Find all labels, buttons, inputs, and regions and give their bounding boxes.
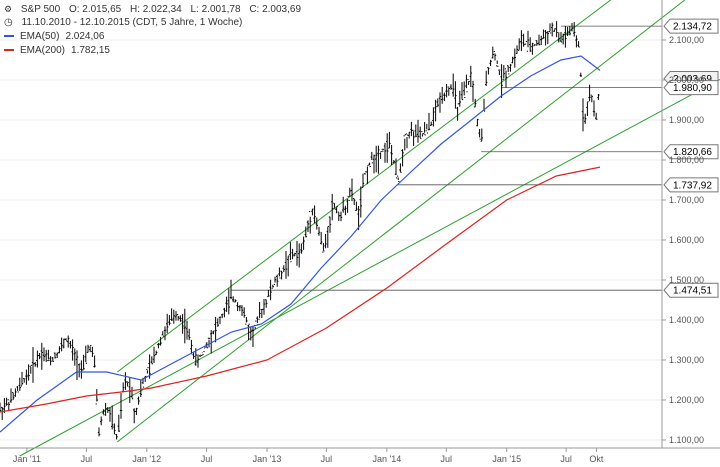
x-tick-label: Jan '12 bbox=[132, 454, 161, 464]
x-tick-label: Jul bbox=[201, 454, 213, 464]
level-box: 1.737,92 bbox=[663, 177, 719, 193]
level-box: 2.134,72 bbox=[663, 18, 719, 34]
x-tick-label: Jan '14 bbox=[372, 454, 401, 464]
ema200-value: 1.782,15 bbox=[71, 45, 110, 56]
ema50-swatch bbox=[4, 35, 14, 38]
quote-header: ⚙ S&P 500 O: 2.015,65 H: 2.022,34 L: 2.0… bbox=[4, 3, 307, 16]
x-axis: Jan '11 Jul Jan '12 Jul Jan '13 Jul Jan '14 Jul… bbox=[0, 447, 720, 464]
high-value: H: 2.022,34 bbox=[129, 4, 182, 15]
level-label: 1.820,66 bbox=[673, 147, 712, 158]
y-tick-label: 1.100,00 bbox=[669, 435, 704, 445]
x-tick-label: Jul bbox=[441, 454, 453, 464]
level-box: 1.474,51 bbox=[663, 282, 719, 298]
level-label: 1.980,90 bbox=[673, 83, 712, 94]
trendline-lower-channel bbox=[116, 0, 686, 443]
level-box-shape bbox=[663, 282, 719, 298]
ema200-swatch bbox=[4, 49, 14, 52]
legend-ema50: EMA(50) 2.024,06 bbox=[4, 31, 110, 43]
x-tick-label: Jan '11 bbox=[13, 454, 41, 464]
trendlines bbox=[19, 0, 720, 457]
x-tick-label: Jan '15 bbox=[492, 454, 521, 464]
y-tick-label: 1.300,00 bbox=[669, 355, 704, 365]
open-value: O: 2.015,65 bbox=[68, 4, 122, 15]
close-value: C: 2.003,69 bbox=[249, 4, 302, 15]
ema50-value: 2.024,06 bbox=[65, 31, 105, 42]
x-tick-label: Okt bbox=[589, 454, 604, 464]
level-box-shape bbox=[663, 144, 719, 160]
y-tick-label: 1.800,00 bbox=[669, 155, 704, 165]
trendline-upper-channel bbox=[116, 0, 612, 373]
x-tick-label: Jul bbox=[81, 454, 93, 464]
horizontal-levels: 2.134,72 2.003,691.980,90 1.820,66 1.737,92… bbox=[231, 18, 719, 298]
low-value: L: 2.001,78 bbox=[190, 4, 241, 15]
date-range: 11.10.2010 - 12.10.2015 (CDT, 5 Jahre, 1… bbox=[21, 17, 243, 28]
y-axis: 1.100,00 1.200,00 1.300,00 1.400,00 1.500,00… bbox=[661, 0, 704, 448]
chart-icon: ⚙ bbox=[4, 4, 13, 14]
level-label: 2.003,69 bbox=[673, 74, 712, 85]
level-box: 1.820,66 bbox=[663, 144, 719, 160]
series-ema50 bbox=[0, 55, 601, 433]
x-tick-label: Jul bbox=[560, 454, 572, 464]
y-tick-label: 1.200,00 bbox=[669, 395, 704, 405]
level-label: 2.134,72 bbox=[673, 22, 712, 33]
y-tick-label: 1.700,00 bbox=[669, 195, 704, 205]
y-tick-label: 1.900,00 bbox=[669, 115, 704, 125]
ema-lines bbox=[0, 55, 601, 433]
symbol-label: S&P 500 bbox=[20, 4, 61, 15]
y-tick-label: 2.000,00 bbox=[669, 75, 704, 85]
level-label: 1.737,92 bbox=[673, 180, 712, 191]
level-box-shape bbox=[663, 177, 719, 193]
grid bbox=[0, 39, 662, 441]
ema200-label: EMA(200) bbox=[20, 45, 66, 56]
x-tick-label: Jul bbox=[321, 454, 333, 464]
y-tick-label: 1.400,00 bbox=[669, 315, 704, 325]
y-tick-label: 1.500,00 bbox=[669, 275, 704, 285]
clock-icon: ◷ bbox=[4, 17, 13, 28]
ema50-label: EMA(50) bbox=[20, 31, 60, 42]
level-box-shape bbox=[663, 18, 719, 34]
y-tick-label: 2.100,00 bbox=[669, 35, 704, 45]
level-box-shape bbox=[663, 80, 719, 96]
y-tick-label: 1.600,00 bbox=[669, 235, 704, 245]
level-label: 1.474,51 bbox=[673, 286, 712, 297]
legend-ema200: EMA(200) 1.782,15 bbox=[4, 45, 116, 57]
range-header: ◷ 11.10.2010 - 12.10.2015 (CDT, 5 Jahre,… bbox=[4, 17, 248, 29]
x-tick-label: Jan '13 bbox=[253, 454, 282, 464]
series-ema200 bbox=[0, 166, 601, 413]
price-bars bbox=[0, 21, 600, 440]
level-box: 1.980,90 bbox=[663, 80, 719, 96]
trendline-long-support bbox=[19, 79, 720, 457]
